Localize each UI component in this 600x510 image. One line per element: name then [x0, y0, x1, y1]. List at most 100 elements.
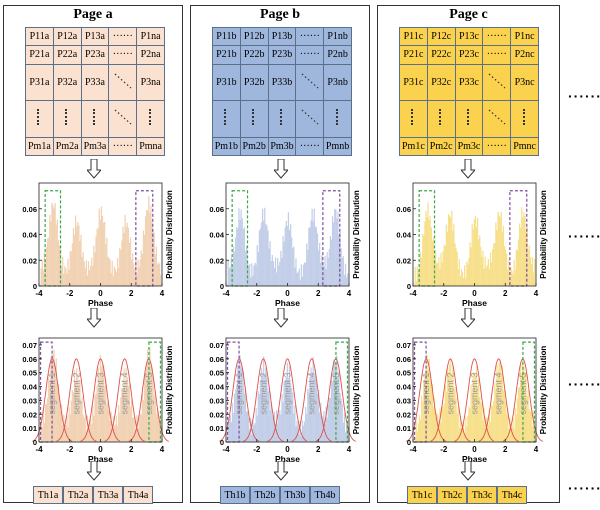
y-tick-label: 0: [220, 438, 224, 447]
histogram-bar: [282, 402, 284, 442]
histogram-bar: [461, 429, 464, 442]
histogram-bar: [453, 223, 455, 286]
histogram-bar: [62, 256, 64, 286]
histogram-bar: [294, 405, 296, 442]
vertical-dots-icon: [37, 109, 41, 126]
histogram-bar: [312, 221, 314, 286]
histogram-bar: [474, 215, 477, 286]
histogram-bar: [522, 358, 524, 442]
y-axis-label: Probability Distribution: [539, 190, 548, 279]
diagonal-dots-icon: [488, 73, 506, 89]
green-dashed-box: [44, 190, 62, 287]
histogram-bar: [431, 240, 434, 286]
matrix-cell: ······: [295, 136, 325, 157]
histogram-bar: [237, 228, 239, 286]
histogram-bar: [286, 362, 289, 442]
histogram-bar: [280, 414, 282, 442]
histogram-bar: [157, 262, 160, 286]
histogram-bar: [72, 228, 75, 286]
histogram-bar: [530, 411, 533, 442]
histogram-bar: [319, 412, 321, 442]
histogram-bar: [439, 408, 441, 442]
threshold-cell: Th4a: [123, 486, 153, 504]
histogram-bar: [441, 406, 443, 442]
histogram-bar: [471, 224, 473, 286]
segment-label: segment 3: [470, 372, 480, 414]
y-axis-label: Probability Distribution: [352, 190, 361, 279]
histogram-bar: [254, 423, 256, 442]
page-title: Page b: [259, 7, 301, 22]
histogram-bar: [338, 234, 340, 286]
histogram-bar: [319, 242, 321, 286]
y-tick-label: 0: [407, 282, 411, 291]
histogram-bar: [108, 410, 110, 442]
histogram-bar: [520, 227, 522, 286]
histogram-bar: [102, 366, 105, 442]
histogram-bar: [91, 257, 93, 286]
histogram-bar: [283, 381, 285, 442]
histogram-bar: [86, 275, 89, 286]
histogram-bar: [273, 411, 276, 442]
histogram-bar: [329, 236, 332, 286]
histogram-bar: [529, 411, 531, 442]
histogram-bar: [41, 260, 43, 286]
histogram-bar: [155, 246, 157, 286]
histogram-bar: [56, 219, 58, 286]
histogram-bar: [285, 376, 287, 442]
x-tick-label: -2: [253, 445, 261, 454]
x-tick-label: 0: [285, 445, 290, 454]
histogram-bar: [238, 208, 240, 286]
histogram-bar: [116, 425, 119, 442]
histogram-bar: [86, 415, 89, 442]
matrix-row: Pm1b Pm2b Pm3b ······ Pmnb: [212, 136, 352, 157]
histogram-bar: [110, 411, 112, 442]
histogram-bar: [153, 232, 155, 286]
histogram-bar: [156, 264, 159, 286]
histogram-bar: [261, 374, 264, 442]
histogram-bar: [339, 392, 341, 442]
histogram-bar: [492, 249, 494, 286]
histogram-bar: [122, 226, 124, 286]
matrix-cell: Pm3b: [267, 136, 297, 157]
histogram-bar: [285, 220, 287, 286]
histogram-bar: [445, 391, 448, 442]
histogram-bar: [136, 274, 138, 286]
diagonal-dots-icon: [114, 109, 132, 125]
histogram-bar: [422, 233, 424, 286]
y-tick-label: 0.05: [209, 369, 224, 378]
histogram-bar: [527, 249, 529, 286]
histogram-bar: [433, 397, 436, 442]
histogram-bar: [426, 217, 428, 286]
down-arrow-icon: [274, 159, 288, 179]
y-axis-label: Probability Distribution: [352, 346, 361, 435]
histogram-bar: [138, 416, 140, 442]
histogram-bar: [243, 393, 245, 442]
x-axis-label: Phase: [275, 454, 300, 464]
histogram-bar: [92, 405, 94, 442]
histogram-bar: [528, 245, 530, 286]
histogram-bar: [460, 428, 463, 442]
histogram-bar: [430, 227, 432, 286]
histogram-bar: [85, 260, 88, 286]
histogram-bar: [119, 412, 121, 442]
histogram-bar: [340, 248, 342, 286]
matrix-cell: [295, 100, 325, 138]
histogram-bar: [43, 422, 46, 442]
histogram-bar: [326, 417, 328, 442]
histogram-bar: [249, 429, 251, 442]
x-tick-label: 0: [98, 445, 103, 454]
matrix-cell: P3nc: [510, 63, 539, 102]
segmented-distribution-plot: segment 1 segment 2 segment 3 segment 4 segm…: [396, 337, 548, 464]
histogram-bar: [316, 233, 319, 286]
x-tick-label: 4: [160, 289, 165, 298]
histogram-bar: [42, 270, 44, 286]
histogram-bar: [100, 366, 103, 442]
y-tick-label: 0.07: [209, 341, 224, 350]
histogram-bar: [259, 228, 262, 286]
histogram-bar: [111, 260, 113, 286]
histogram-bar: [252, 420, 254, 442]
y-tick-label: 0.06: [396, 205, 411, 214]
histogram-bar: [281, 257, 283, 286]
x-tick-label: 0: [285, 289, 290, 298]
down-arrow-icon: [274, 308, 288, 328]
